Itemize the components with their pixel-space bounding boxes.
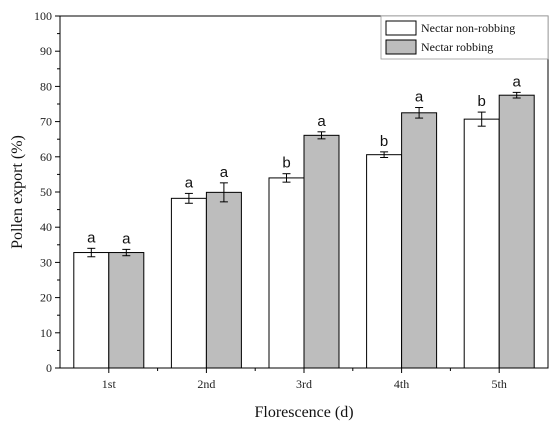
- bar: [463, 118, 500, 369]
- y-tick-label: 70: [40, 115, 52, 129]
- significance-letter: a: [122, 230, 131, 247]
- y-axis-title: Pollen export (%): [9, 135, 26, 249]
- significance-letter: b: [282, 155, 290, 172]
- y-tick-label: 30: [40, 255, 52, 269]
- bar: [170, 197, 207, 369]
- x-tick-label: 2nd: [197, 377, 215, 391]
- significance-letter: a: [87, 229, 96, 246]
- significance-letter: b: [380, 133, 388, 150]
- x-tick-label: 5th: [492, 377, 507, 391]
- legend-label-non-robbing: Nectar non-robbing: [421, 21, 515, 35]
- significance-letter: a: [415, 89, 424, 106]
- significance-letter: a: [513, 73, 522, 90]
- bar: [108, 252, 145, 369]
- y-tick-label: 50: [40, 185, 52, 199]
- x-axis-title: Florescence (d): [254, 404, 353, 421]
- y-tick-label: 100: [34, 9, 52, 23]
- bar: [205, 191, 242, 369]
- y-tick-label: 60: [40, 150, 52, 164]
- legend-label-robbing: Nectar robbing: [421, 40, 493, 54]
- bar: [268, 177, 305, 369]
- plot-frame: [59, 15, 549, 369]
- bar: [366, 154, 403, 369]
- significance-letter: b: [478, 93, 486, 110]
- significance-letter: a: [220, 164, 229, 181]
- bar: [303, 134, 340, 369]
- bar: [73, 252, 110, 369]
- legend: Nectar non-robbing Nectar robbing: [380, 15, 549, 60]
- y-tick-label: 80: [40, 79, 52, 93]
- bar: [498, 94, 535, 369]
- y-tick-label: 10: [40, 326, 52, 340]
- x-tick-label: 4th: [394, 377, 409, 391]
- legend-swatch-non-robbing: [385, 20, 417, 36]
- x-tick-label: 3rd: [296, 377, 312, 391]
- x-tick-label: 1st: [102, 377, 117, 391]
- y-tick-label: 20: [40, 291, 52, 305]
- legend-swatch-robbing: [385, 39, 417, 55]
- y-tick-label: 0: [46, 361, 52, 375]
- bars: [73, 91, 535, 369]
- axis-ticks: 0 10 20 30 40 50 60 70 80 90 100 1st 2nd 3rd 4th 5th: [34, 9, 507, 391]
- significance-labels: a a a a b a b a b a: [87, 73, 521, 247]
- significance-letter: a: [317, 113, 326, 130]
- significance-letter: a: [185, 174, 194, 191]
- y-tick-label: 40: [40, 220, 52, 234]
- bar: [401, 112, 438, 369]
- y-tick-label: 90: [40, 44, 52, 58]
